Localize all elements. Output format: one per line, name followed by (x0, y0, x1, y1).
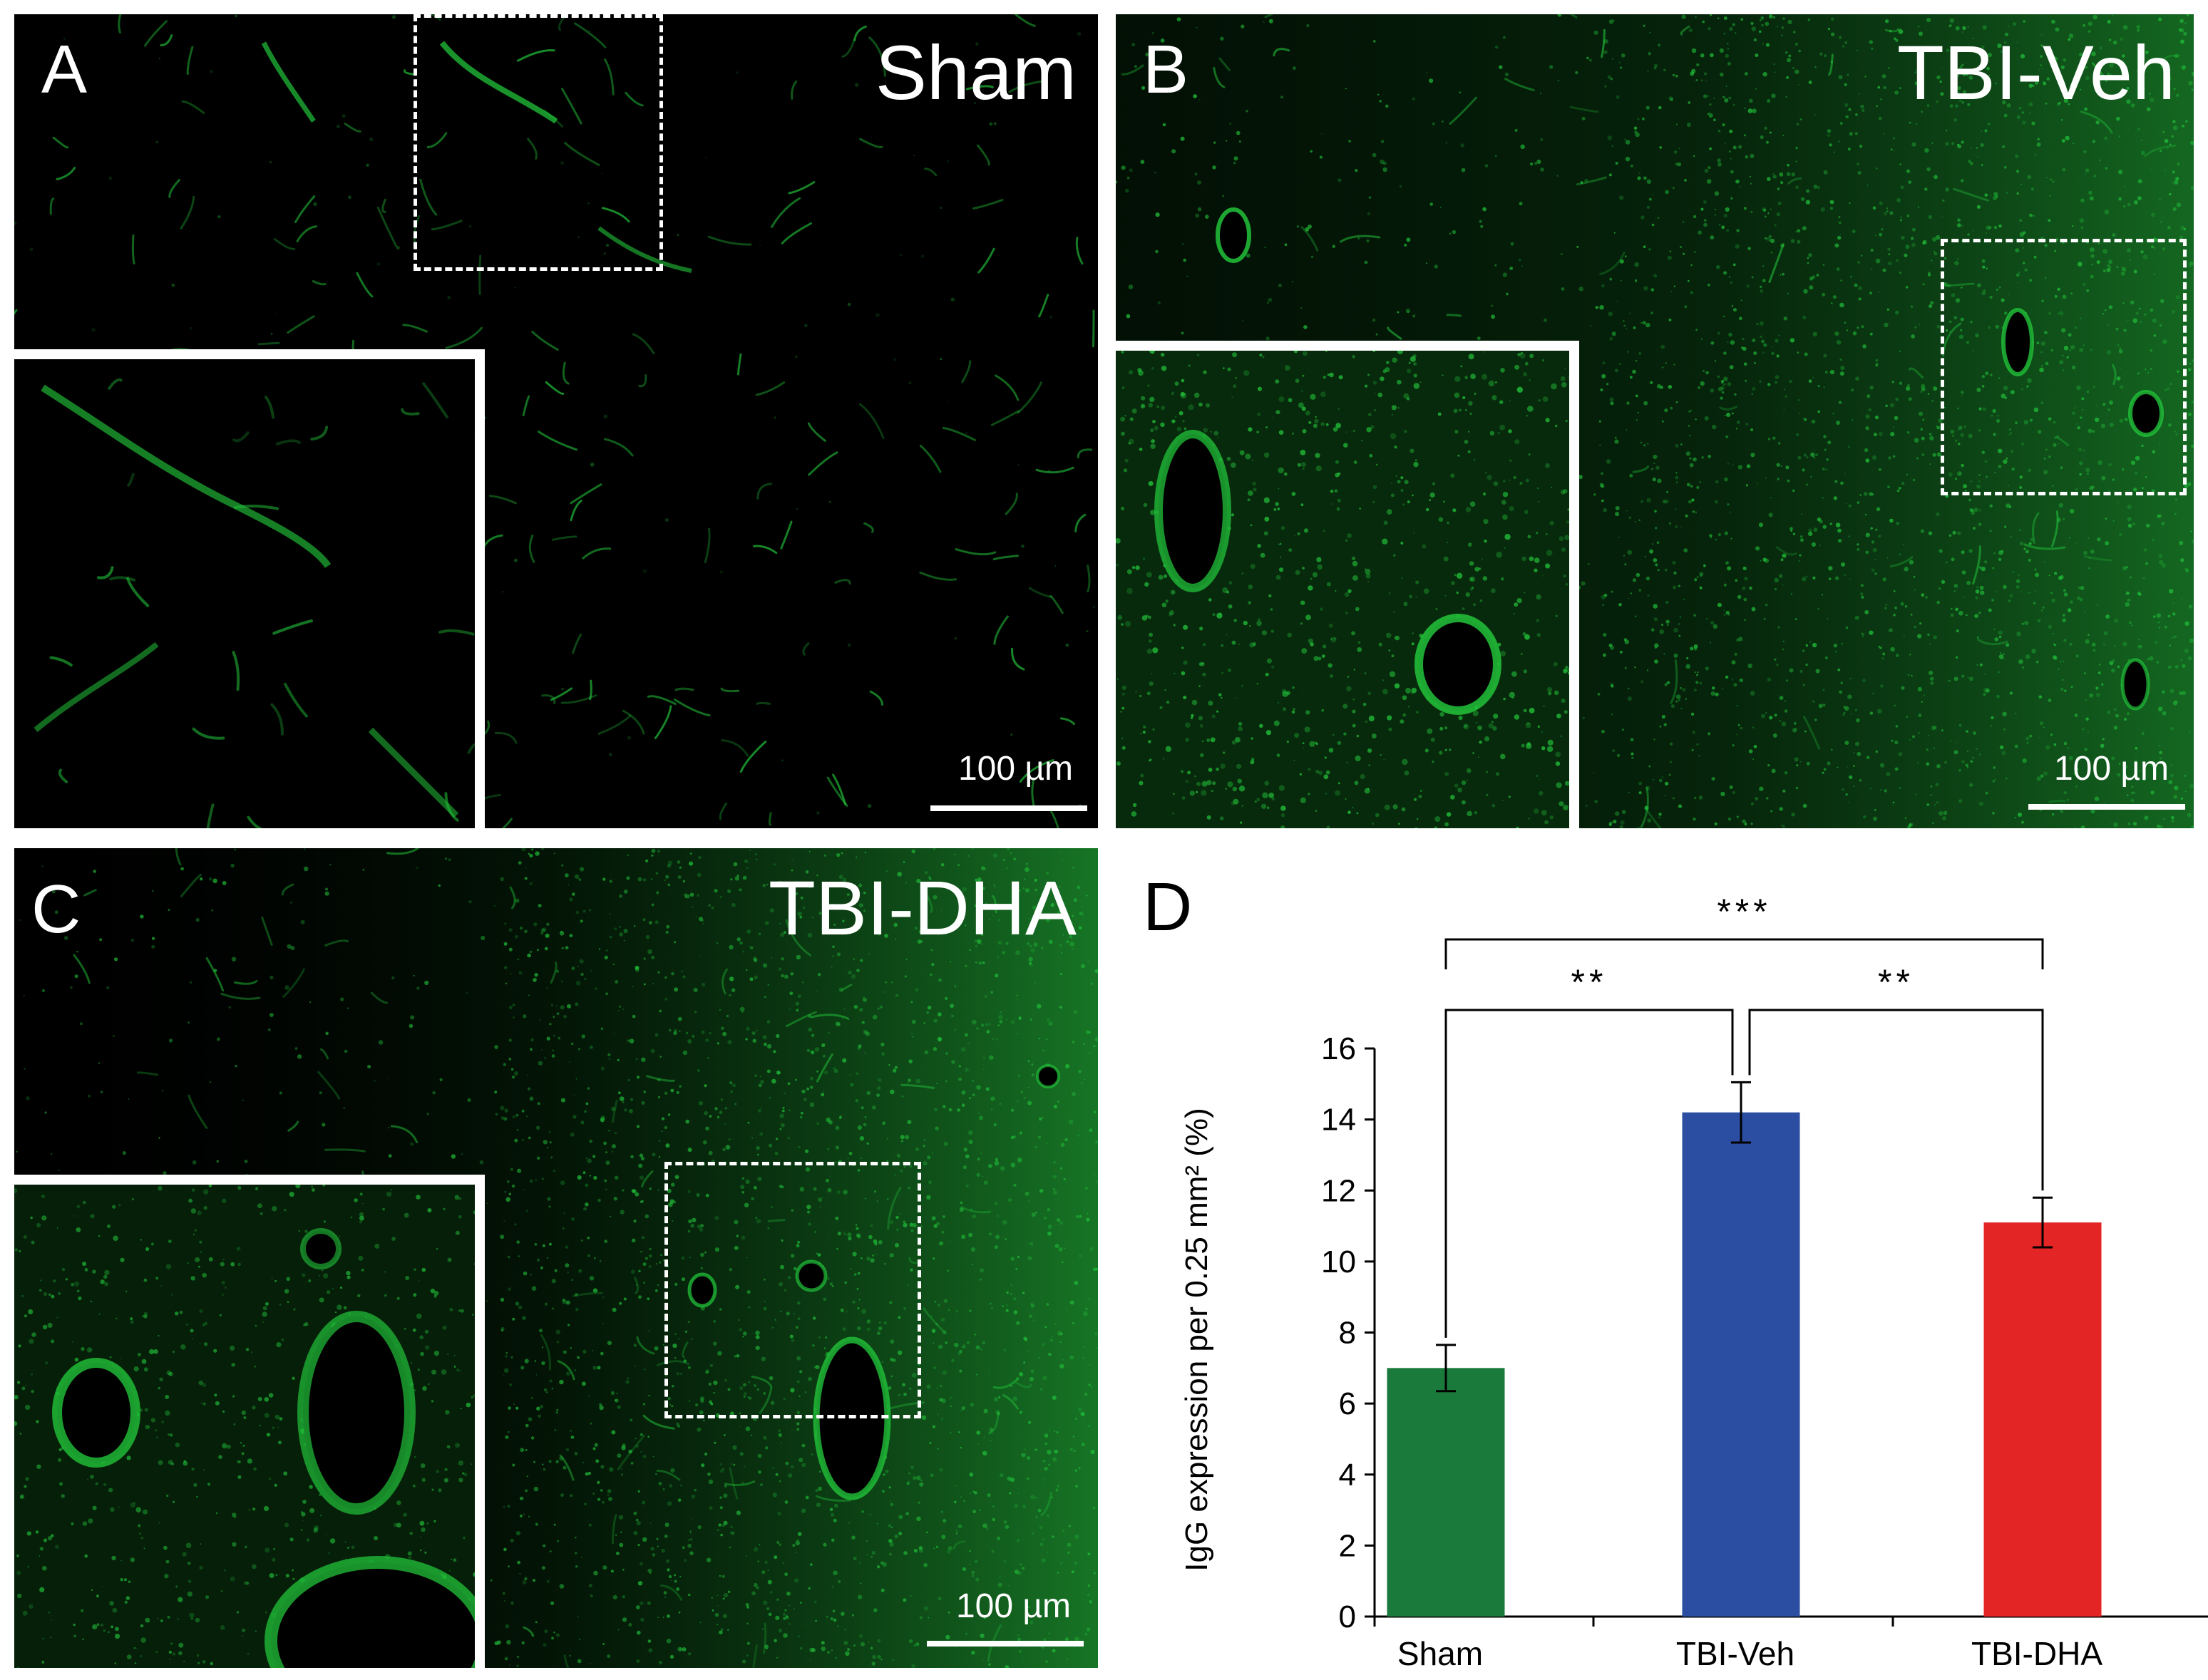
error-bar-tbi-veh (1731, 1081, 1751, 1144)
x-category-label: TBI-Veh (1676, 1635, 1794, 1672)
panel-a-scale-bar (930, 805, 1087, 811)
panel-a-condition-label: Sham (875, 29, 1077, 115)
y-tick-label: 2 (1339, 1528, 1356, 1563)
panel-b-roi-box (1941, 239, 2187, 495)
error-bar-tbi-dha (2033, 1196, 2053, 1249)
significance-label: *** (1717, 892, 1771, 932)
igg-bar-chart: 0 2 4 6 8 10 12 14 16 Sham TBI-Veh TBI-DHA IgG expre… (1179, 892, 2208, 1672)
panel-a-letter: A (41, 31, 88, 108)
y-tick-label: 14 (1321, 1103, 1356, 1138)
y-tick-label: 10 (1321, 1244, 1356, 1279)
panel-c-roi-box (664, 1162, 921, 1418)
bar-tbi-veh (1682, 1112, 1800, 1617)
panel-a-roi-box (414, 14, 663, 271)
significance-label: ** (1878, 962, 1914, 1002)
significance-bracket (1748, 1009, 2044, 1191)
error-bar-sham (1436, 1344, 1456, 1393)
panel-d-letter: D (1143, 869, 1193, 945)
y-tick-label: 8 (1339, 1316, 1356, 1351)
y-tick-label: 4 (1339, 1458, 1356, 1493)
panel-d-chart: D 0 2 4 6 8 10 12 14 16 Sham TBI-Veh TBI-DHA IgG exp… (1116, 845, 2208, 1680)
bar-sham (1387, 1368, 1505, 1617)
y-tick-label: 12 (1321, 1173, 1356, 1208)
panel-c-scale-label: 100 µm (955, 1587, 1071, 1625)
y-tick-label: 6 (1339, 1386, 1356, 1421)
significance-bracket (1444, 1009, 1734, 1338)
panel-c-inset (14, 1175, 485, 1668)
panel-b-scale-label: 100 µm (2053, 750, 2169, 788)
panel-a-scale-label: 100 µm (957, 750, 1073, 788)
y-tick-label: 16 (1321, 1031, 1356, 1066)
panel-b-letter: B (1143, 31, 1189, 108)
panel-c-micrograph: C TBI-DHA 100 µm (14, 848, 1098, 1668)
panel-b-scale-bar (2028, 804, 2185, 810)
panel-c-condition-label: TBI-DHA (769, 865, 1077, 951)
panel-c-scale-bar (927, 1641, 1084, 1646)
y-axis-label: IgG expression per 0.25 mm² (%) (1179, 1108, 1214, 1571)
x-category-label: TBI-DHA (1971, 1635, 2102, 1672)
panel-c-letter: C (31, 871, 81, 947)
x-category-label: Sham (1397, 1635, 1483, 1672)
significance-bracket (1444, 938, 2044, 969)
panel-b-micrograph: B TBI-Veh 100 µm (1116, 14, 2194, 828)
panel-b-inset (1116, 341, 1579, 828)
bar-tbi-dha (1983, 1222, 2102, 1617)
panel-b-condition-label: TBI-Veh (1896, 29, 2175, 115)
panel-a-micrograph: A Sham 100 µm (14, 14, 1098, 828)
panel-a-inset (14, 349, 485, 828)
significance-label: ** (1571, 962, 1608, 1002)
y-tick-label: 0 (1339, 1599, 1356, 1634)
